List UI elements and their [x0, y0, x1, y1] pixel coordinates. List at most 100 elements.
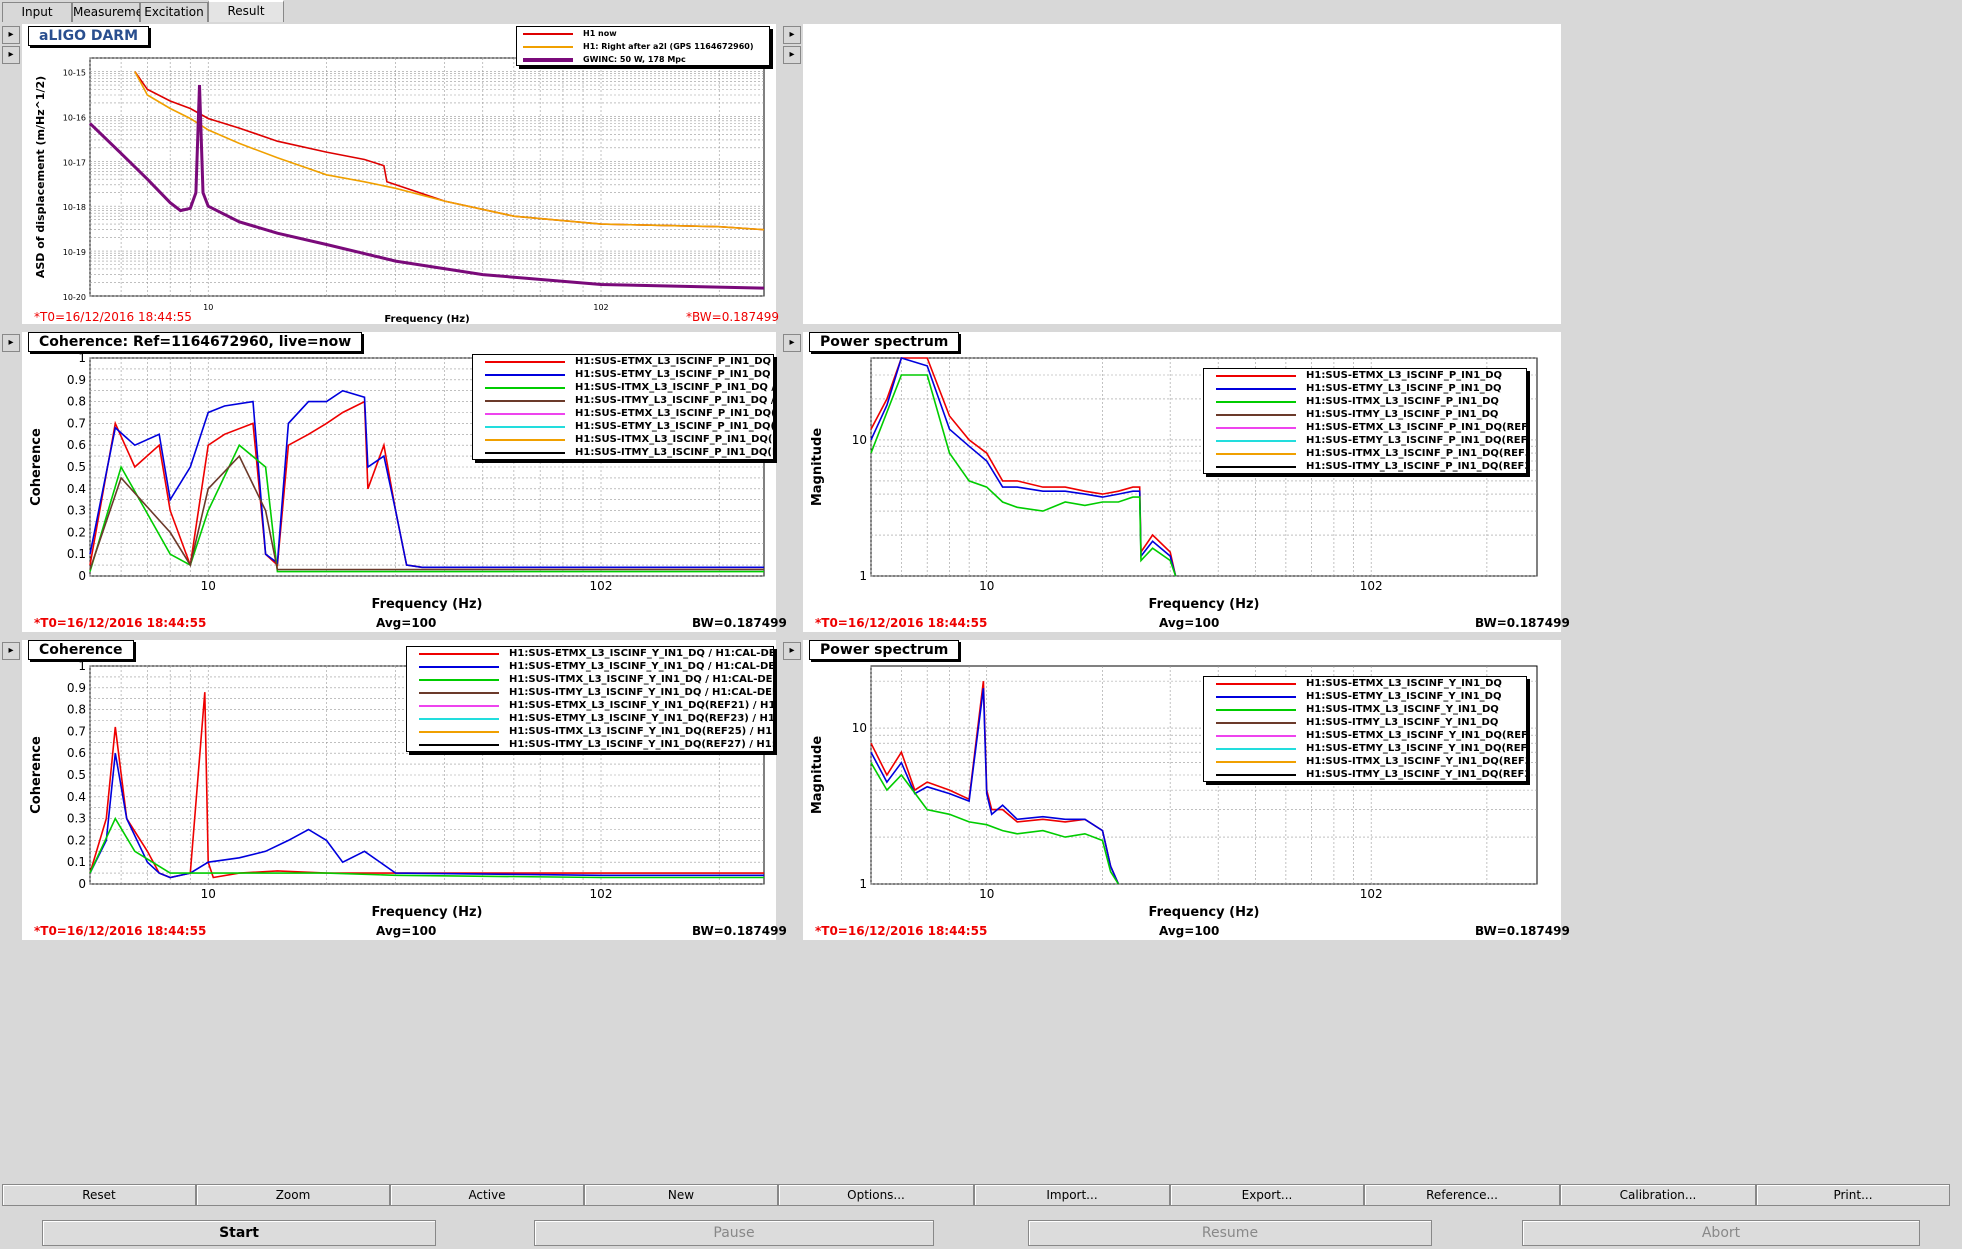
legend-entry: H1:SUS-ITMX_L3_ISCINF_P_IN1_DQ(REF33) [1204, 447, 1526, 460]
legend: H1:SUS-ETMX_L3_ISCINF_Y_IN1_DQ H1:SUS-ETM… [1203, 676, 1527, 782]
x-tick-label: 102 [1360, 579, 1383, 593]
coherence-pitch-chart: 0 0.1 0.2 0.3 0.4 0.5 0.6 0.7 0.8 0.9 1 10 102 Freque… [29, 351, 765, 612]
panel-title: aLIGO DARM [28, 26, 150, 46]
legend-entry: H1:SUS-ITMY_L3_ISCINF_P_IN1_DQ(REF33) [1204, 460, 1526, 473]
panel-title: Power spectrum [809, 640, 960, 660]
import-button[interactable]: Import... [974, 1184, 1170, 1206]
series-line [870, 762, 1120, 885]
panel-collapse-button[interactable]: ▸ [783, 46, 801, 64]
legend-entry: H1:SUS-ETMY_L3_ISCINF_P_IN1_DQ [1204, 382, 1526, 395]
legend-label: H1:SUS-ITMX_L3_ISCINF_Y_IN1_DQ(REF34) [1306, 756, 1527, 767]
legend-label: H1:SUS-ETMY_L3_ISCINF_Y_IN1_DQ(REF23) / … [509, 713, 774, 724]
legend-label: H1:SUS-ITMY_L3_ISCINF_Y_IN1_DQ(REF27) / … [509, 739, 773, 750]
zoom-button[interactable]: Zoom [196, 1184, 390, 1206]
panel-collapse-button[interactable]: ▸ [783, 26, 801, 44]
legend-label: H1:SUS-ETMY_L3_ISCINF_P_IN1_DQ(REF2 [575, 421, 773, 432]
x-axis-label: Frequency (Hz) [1149, 905, 1260, 920]
legend: H1:SUS-ETMX_L3_ISCINF_Y_IN1_DQ / H1:CAL-… [406, 646, 774, 752]
avg-label: Avg=100 [1159, 924, 1220, 938]
y-tick-label: 0 [78, 569, 86, 583]
legend-entry: H1:SUS-ITMY_L3_ISCINF_Y_IN1_DQ(REF36) [1204, 768, 1526, 781]
legend-entry: H1:SUS-ITMX_L3_ISCINF_Y_IN1_DQ(REF34) [1204, 755, 1526, 768]
legend-swatch [485, 439, 565, 441]
reset-button[interactable]: Reset [2, 1184, 196, 1206]
y-tick-label: 0.4 [67, 790, 86, 804]
panel-collapse-button[interactable]: ▸ [2, 642, 20, 660]
legend-entry: H1:SUS-ETMX_L3_ISCINF_P_IN1_DQ(REF29) [1204, 421, 1526, 434]
t0-label: *T0=16/12/2016 18:44:55 [34, 924, 207, 938]
legend-entry: H1:SUS-ETMX_L3_ISCINF_P_IN1_DQ / H1:C [473, 355, 773, 368]
export-button[interactable]: Export... [1170, 1184, 1364, 1206]
t0-label: *T0=16/12/2016 18:44:55 [815, 616, 988, 630]
legend-swatch [485, 413, 565, 415]
tab-excitation[interactable]: Excitation [140, 2, 208, 22]
bw-label: BW=0.187499 [692, 616, 787, 630]
plot-frame [89, 57, 765, 297]
legend-label: H1:SUS-ITMY_L3_ISCINF_Y_IN1_DQ / H1:CAL-… [509, 687, 773, 698]
grid [89, 57, 764, 297]
legend-label: H1:SUS-ETMX_L3_ISCINF_Y_IN1_DQ / H1:CAL-… [509, 648, 773, 659]
y-tick-label: 10-15 [63, 69, 86, 78]
y-tick-label: 10-17 [63, 158, 86, 167]
active-button[interactable]: Active [390, 1184, 584, 1206]
legend-label: H1:SUS-ITMX_L3_ISCINF_P_IN1_DQ(REF24 [575, 434, 773, 445]
panel-collapse-button[interactable]: ▸ [783, 334, 801, 352]
y-tick-label: 0.8 [67, 703, 86, 717]
tab-result[interactable]: Result [208, 0, 284, 22]
y-tick-label: 0.2 [67, 525, 86, 539]
series-line [89, 389, 764, 569]
bw-label: BW=0.187499 [1475, 616, 1570, 630]
legend-entry: H1:SUS-ETMY_L3_ISCINF_Y_IN1_DQ(REF23) / … [407, 712, 773, 725]
legend-label: H1:SUS-ETMX_L3_ISCINF_Y_IN1_DQ(REF21) / … [509, 700, 774, 711]
legend-swatch [1216, 466, 1296, 468]
start-button[interactable]: Start [42, 1220, 436, 1246]
x-tick-label: 10 [979, 887, 994, 901]
y-tick-label: 1 [78, 659, 86, 673]
reference-button[interactable]: Reference... [1364, 1184, 1560, 1206]
legend-label: H1:SUS-ETMY_L3_ISCINF_Y_IN1_DQ / H1:CAL-… [509, 661, 773, 672]
legend-label: H1:SUS-ETMX_L3_ISCINF_P_IN1_DQ(REF2 [575, 408, 773, 419]
y-tick-label: 0.1 [67, 855, 86, 869]
pause-button[interactable]: Pause [534, 1220, 934, 1246]
y-tick-label: 0.8 [67, 395, 86, 409]
legend-swatch [419, 653, 499, 655]
legend-swatch [419, 744, 499, 746]
tab-input[interactable]: Input [2, 2, 72, 22]
x-tick-label: 102 [1360, 887, 1383, 901]
resume-button[interactable]: Resume [1028, 1220, 1432, 1246]
x-axis-label: Frequency (Hz) [384, 314, 469, 324]
x-tick-label: 102 [593, 303, 608, 312]
series-line [89, 753, 764, 879]
abort-button[interactable]: Abort [1522, 1220, 1920, 1246]
legend-entry: H1:SUS-ETMY_L3_ISCINF_Y_IN1_DQ(REF32) [1204, 742, 1526, 755]
bw-label: *BW=0.187499 [686, 310, 779, 324]
y-axis-label: Magnitude [810, 736, 825, 815]
options-button[interactable]: Options... [778, 1184, 974, 1206]
legend-swatch [485, 400, 565, 402]
print-button[interactable]: Print... [1756, 1184, 1950, 1206]
legend-swatch [419, 731, 499, 733]
calibration-button[interactable]: Calibration... [1560, 1184, 1756, 1206]
x-tick-label: 10 [979, 579, 994, 593]
panel-collapse-button[interactable]: ▸ [783, 642, 801, 660]
bw-label: BW=0.187499 [692, 924, 787, 938]
y-axis-label: Coherence [29, 428, 44, 506]
tab-measurement[interactable]: Measurement [72, 2, 155, 22]
legend-swatch [1216, 388, 1296, 390]
y-tick-label: 1 [859, 877, 867, 891]
panel-coherence-yaw: 0 0.1 0.2 0.3 0.4 0.5 0.6 0.7 0.8 0.9 1 10 102 Freque… [22, 640, 787, 940]
panel-collapse-button[interactable]: ▸ [2, 46, 20, 64]
legend-label: H1:SUS-ETMX_L3_ISCINF_P_IN1_DQ / H1:C [575, 356, 773, 367]
legend-entry: H1:SUS-ETMY_L3_ISCINF_Y_IN1_DQ [1204, 690, 1526, 703]
new-button[interactable]: New [584, 1184, 778, 1206]
x-tick-label: 102 [590, 579, 613, 593]
y-tick-label: 10-20 [63, 293, 86, 302]
panel-collapse-button[interactable]: ▸ [2, 26, 20, 44]
panel-collapse-button[interactable]: ▸ [2, 334, 20, 352]
legend-swatch [419, 679, 499, 681]
y-axis-label: ASD of displacement (m/Hz^1/2) [34, 76, 47, 278]
y-tick-label: 0.3 [67, 812, 86, 826]
legend-entry: H1:SUS-ETMY_L3_ISCINF_P_IN1_DQ(REF31) [1204, 434, 1526, 447]
legend-label: H1: Right after a2l (GPS 1164672960) [583, 42, 754, 51]
legend-entry: H1:SUS-ETMX_L3_ISCINF_Y_IN1_DQ [1204, 677, 1526, 690]
